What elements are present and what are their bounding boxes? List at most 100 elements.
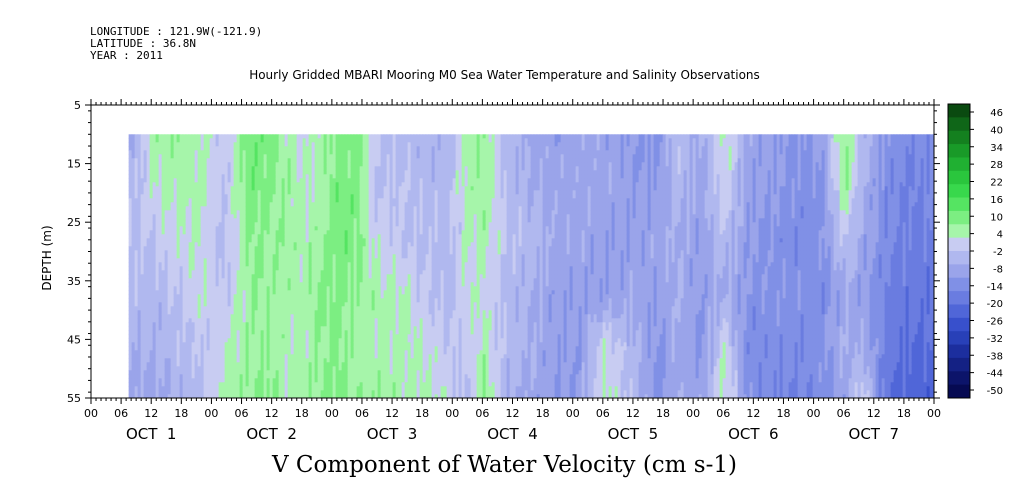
heat-cell	[149, 274, 154, 279]
heat-cell	[203, 310, 208, 315]
heat-cell	[170, 162, 175, 167]
heat-cell	[128, 386, 133, 391]
heat-cell	[179, 278, 184, 283]
heat-cell	[188, 318, 193, 323]
heat-cell	[179, 186, 184, 191]
heat-cell	[149, 266, 154, 271]
heat-cell	[191, 194, 196, 199]
heat-cell	[200, 278, 205, 283]
heat-cell	[185, 306, 190, 311]
heat-cell	[197, 134, 202, 139]
heat-cell	[197, 186, 202, 191]
heat-cell	[212, 330, 217, 335]
heat-cell	[206, 222, 211, 227]
heat-cell	[212, 374, 217, 379]
heat-cell	[143, 386, 148, 391]
heat-cell	[188, 198, 193, 203]
heat-cell	[197, 274, 202, 279]
heat-cell	[197, 170, 202, 175]
heat-cell	[158, 174, 163, 179]
heat-cell	[149, 270, 154, 275]
heat-cell	[134, 394, 139, 398]
heat-cell	[152, 178, 157, 183]
heat-cell	[137, 250, 142, 255]
heat-cell	[164, 182, 169, 187]
heat-cell	[152, 246, 157, 251]
heat-cell	[161, 382, 166, 387]
heat-cell	[173, 270, 178, 275]
heat-cell	[143, 146, 148, 151]
heat-cell	[167, 178, 172, 183]
heat-cell	[143, 250, 148, 255]
heat-cell	[143, 174, 148, 179]
heat-cell	[149, 178, 154, 183]
heat-cell	[188, 326, 193, 331]
heat-cell	[212, 158, 217, 163]
heat-cell	[188, 298, 193, 303]
heat-cell	[161, 330, 166, 335]
heat-cell	[161, 390, 166, 395]
heat-cell	[185, 210, 190, 215]
heat-cell	[155, 242, 160, 247]
heat-cell	[143, 294, 148, 299]
heat-cell	[167, 182, 172, 187]
heat-cell	[131, 270, 136, 275]
heat-cell	[209, 202, 214, 207]
heat-cell	[188, 226, 193, 231]
heat-cell	[179, 294, 184, 299]
heat-cell	[146, 254, 151, 259]
heat-cell	[191, 370, 196, 375]
heat-cell	[209, 298, 214, 303]
heat-cell	[143, 266, 148, 271]
heat-cell	[143, 262, 148, 267]
heat-cell	[197, 338, 202, 343]
heat-cell	[194, 246, 199, 251]
heat-cell	[209, 302, 214, 307]
heat-cell	[206, 258, 211, 263]
heat-cell	[188, 242, 193, 247]
heat-cell	[206, 326, 211, 331]
heat-cell	[140, 362, 145, 367]
heat-cell	[140, 134, 145, 139]
heat-cell	[200, 274, 205, 279]
heat-cell	[140, 330, 145, 335]
heat-cell	[203, 202, 208, 207]
heat-cell	[200, 330, 205, 335]
heat-cell	[131, 278, 136, 283]
heat-cell	[161, 190, 166, 195]
heat-cell	[203, 294, 208, 299]
longitude-label: LONGITUDE : 121.9W(-121.9)	[90, 25, 263, 38]
heat-cell	[200, 318, 205, 323]
heat-cell	[188, 350, 193, 355]
heat-cell	[179, 150, 184, 155]
heat-cell	[128, 226, 133, 231]
heat-cell	[176, 146, 181, 151]
heat-cell	[176, 306, 181, 311]
heat-cell	[128, 190, 133, 195]
heat-cell	[152, 214, 157, 219]
heat-cell	[197, 334, 202, 339]
heat-cell	[161, 134, 166, 139]
heat-cell	[209, 342, 214, 347]
heat-cell	[167, 258, 172, 263]
heat-cell	[131, 174, 136, 179]
heat-cell	[188, 154, 193, 159]
heat-cell	[164, 134, 169, 139]
heat-cell	[209, 366, 214, 371]
heat-cell	[128, 142, 133, 147]
heat-cell	[191, 338, 196, 343]
heat-cell	[200, 178, 205, 183]
heat-cell	[170, 230, 175, 235]
heat-cell	[158, 370, 163, 375]
heat-cell	[191, 278, 196, 283]
heat-cell	[146, 294, 151, 299]
heat-cell	[149, 150, 154, 155]
heat-cell	[140, 182, 145, 187]
heat-cell	[143, 302, 148, 307]
heat-cell	[173, 378, 178, 383]
heat-cell	[155, 314, 160, 319]
heat-cell	[158, 238, 163, 243]
heat-cell	[179, 194, 184, 199]
heat-cell	[206, 146, 211, 151]
